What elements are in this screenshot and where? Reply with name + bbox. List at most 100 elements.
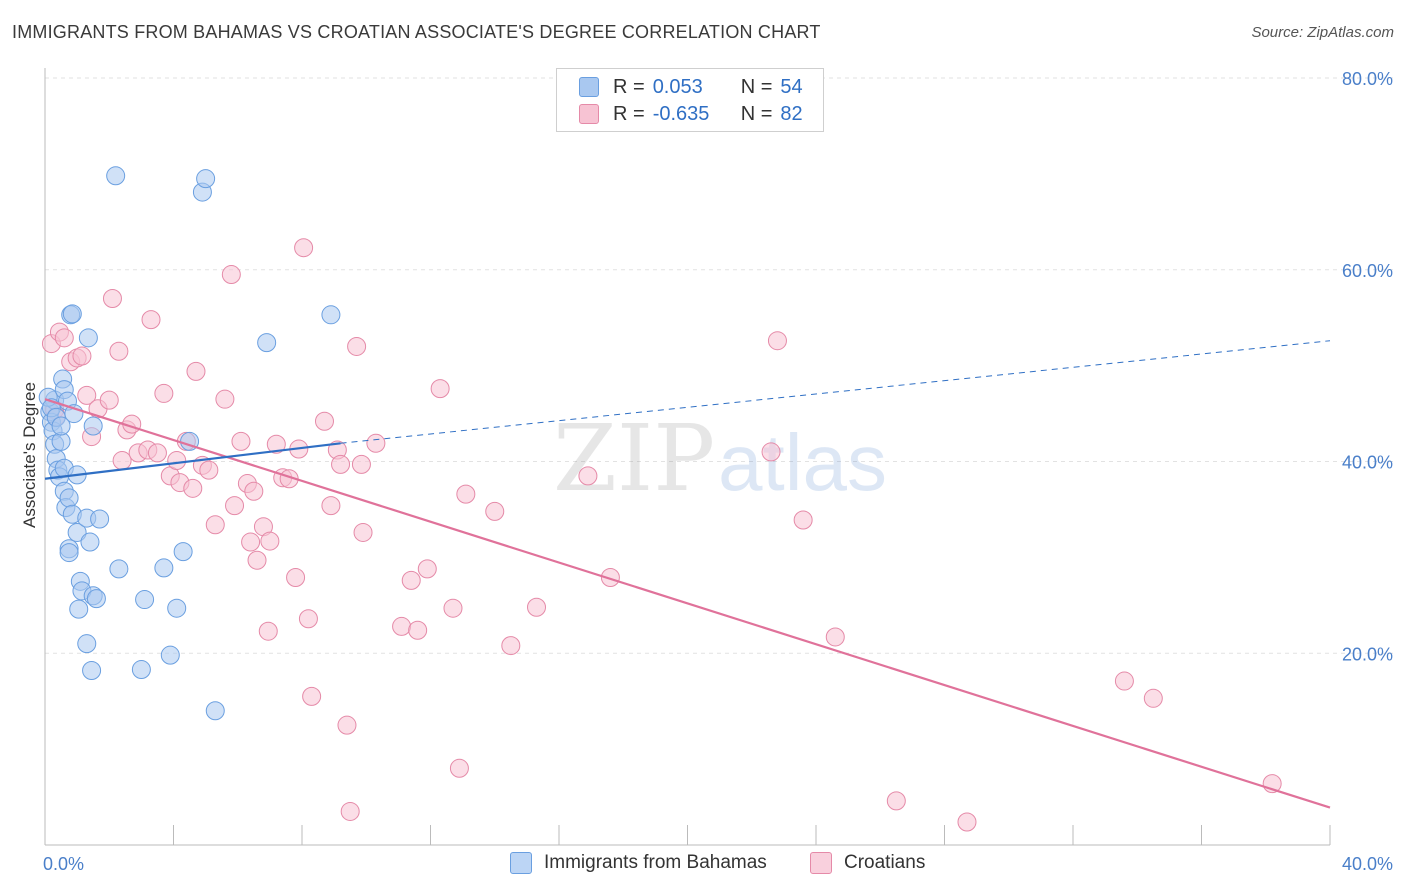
croatians-point: [417, 559, 437, 579]
legend-label-croatians: Croatians: [844, 852, 926, 873]
croatians-point: [302, 686, 322, 706]
tick-labels: 20.0% 40.0% 60.0% 80.0% 0.0% 40.0%: [43, 69, 1393, 874]
croatians-point: [957, 812, 977, 832]
bahamas-point: [160, 645, 180, 665]
bahamas-point: [69, 599, 89, 619]
trend-lines: [44, 340, 1331, 809]
legend-r-label: R =: [613, 102, 645, 125]
bahamas-point: [77, 634, 97, 654]
croatians-point: [340, 801, 360, 821]
bahamas-point: [131, 660, 151, 680]
x-tick-label: 40.0%: [1342, 854, 1393, 874]
croatians-point: [77, 385, 97, 405]
legend-label-bahamas: Immigrants from Bahamas: [544, 852, 767, 873]
series-legend: Immigrants from Bahamas Croatians: [0, 852, 1406, 878]
croatians-point: [266, 434, 286, 454]
croatians-point: [347, 336, 367, 356]
croatians-point: [314, 411, 334, 431]
croatians-point: [761, 442, 781, 462]
legend-r-value: 0.053: [652, 75, 703, 98]
watermark: ZIP atlas: [553, 405, 887, 512]
croatians-point: [294, 238, 314, 258]
grid-lines: [45, 77, 1395, 654]
legend-n-value: 82: [780, 102, 803, 125]
bahamas-point: [83, 416, 103, 436]
y-tick-label: 80.0%: [1342, 69, 1393, 89]
croatians-point: [351, 454, 371, 474]
croatians-point: [244, 481, 264, 501]
legend-r-label: R =: [613, 75, 645, 98]
y-tick-label: 20.0%: [1342, 644, 1393, 664]
croatians-point: [392, 616, 412, 636]
croatians-point: [186, 361, 206, 381]
croatians-point: [578, 466, 598, 486]
croatians-point: [141, 310, 161, 330]
croatians-point: [99, 390, 119, 410]
legend-swatch-croatians: [579, 104, 599, 124]
croatians-point: [1143, 688, 1163, 708]
croatians-point: [260, 531, 280, 551]
croatians-point: [337, 715, 357, 735]
x-tick-label: 0.0%: [43, 854, 84, 874]
y-axis-label: Associate's Degree: [20, 382, 39, 528]
bahamas-point: [154, 558, 174, 578]
bahamas-point: [257, 333, 277, 353]
croatians-point: [286, 568, 306, 588]
croatians-points: [41, 238, 1282, 832]
croatians-point: [183, 478, 203, 498]
legend-n-value: 54: [780, 75, 803, 98]
legend-swatch-bahamas: [510, 852, 532, 874]
stats-legend: R = 0.053 N = 54 R = -0.635 N = 82: [556, 68, 824, 132]
bahamas-point: [62, 304, 82, 324]
croatians-point: [231, 431, 251, 451]
bahamas-points: [38, 166, 341, 721]
axes: [44, 68, 1331, 846]
watermark-zip: ZIP: [553, 405, 715, 512]
croatians-point: [241, 532, 261, 552]
bahamas-trend-line: [44, 442, 341, 480]
croatians-point: [456, 484, 476, 504]
croatians-point: [366, 433, 386, 453]
bahamas-trend-extension: [340, 340, 1331, 444]
bahamas-point: [59, 543, 79, 563]
bahamas-point: [90, 509, 110, 529]
y-tick-label: 60.0%: [1342, 261, 1393, 281]
legend-item-croatians[interactable]: Croatians: [810, 852, 925, 874]
legend-row-croatians: R = -0.635 N = 82: [579, 102, 803, 126]
croatians-point: [298, 609, 318, 629]
bahamas-point: [106, 166, 126, 186]
croatians-point: [112, 451, 132, 471]
legend-n-label: N =: [740, 75, 773, 98]
bahamas-point: [135, 590, 155, 610]
croatians-point: [501, 636, 521, 656]
croatians-point: [205, 515, 225, 535]
bahamas-point: [167, 598, 187, 618]
watermark-atlas: atlas: [718, 418, 887, 507]
croatians-point: [485, 501, 505, 521]
chart-title: IMMIGRANTS FROM BAHAMAS VS CROATIAN ASSO…: [12, 22, 821, 42]
legend-n-label: N =: [740, 102, 773, 125]
croatians-point: [825, 627, 845, 647]
croatians-point: [54, 328, 74, 348]
bahamas-point: [82, 661, 102, 681]
croatians-point: [1114, 671, 1134, 691]
croatians-point: [258, 621, 278, 641]
bahamas-point: [205, 701, 225, 721]
croatians-point: [72, 346, 92, 366]
legend-r-value: -0.635: [652, 102, 710, 125]
bahamas-point: [173, 542, 193, 562]
legend-row-bahamas: R = 0.053 N = 54: [579, 75, 803, 99]
croatians-point: [215, 389, 235, 409]
croatians-point: [321, 496, 341, 516]
bahamas-point: [67, 522, 87, 542]
croatians-point: [109, 341, 129, 361]
croatians-point: [154, 383, 174, 403]
legend-item-bahamas[interactable]: Immigrants from Bahamas: [510, 852, 767, 874]
bahamas-point: [196, 169, 216, 189]
bahamas-point: [109, 559, 129, 579]
croatians-point: [430, 379, 450, 399]
bahamas-point: [80, 532, 100, 552]
bahamas-point: [78, 328, 98, 348]
croatians-point: [527, 597, 547, 617]
bahamas-point: [59, 488, 79, 508]
